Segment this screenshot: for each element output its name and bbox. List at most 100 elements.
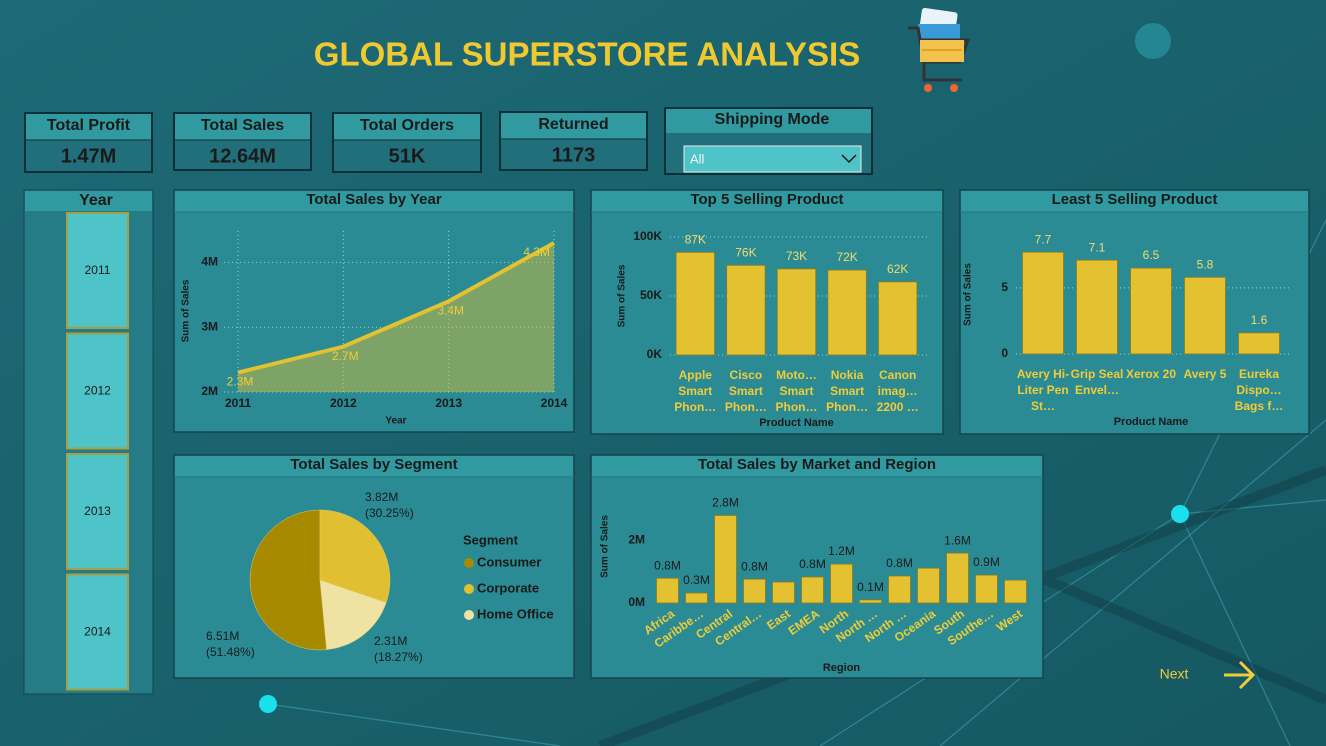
y-axis-label: Sum of Sales bbox=[617, 264, 628, 327]
pie-slice bbox=[249, 509, 327, 651]
x-tick-label: Avery 5 bbox=[1184, 367, 1227, 381]
dropdown-value[interactable]: All bbox=[690, 151, 705, 166]
data-label: 5.8 bbox=[1197, 257, 1214, 271]
y-tick-label: 100K bbox=[633, 229, 662, 243]
legend-label: Consumer bbox=[477, 554, 541, 569]
legend-label: Home Office bbox=[477, 606, 554, 621]
y-tick-label: 5 bbox=[1001, 280, 1008, 294]
bar bbox=[888, 575, 911, 604]
next-label[interactable]: Next bbox=[1160, 666, 1189, 682]
data-label: 72K bbox=[836, 250, 857, 264]
x-axis-label: Product Name bbox=[1114, 416, 1189, 428]
bar bbox=[830, 563, 853, 604]
y-tick-label: 3M bbox=[201, 319, 218, 333]
line bbox=[237, 241, 555, 375]
data-label: 62K bbox=[887, 262, 908, 276]
kpi-label: Total Sales bbox=[201, 117, 284, 134]
year-header bbox=[25, 191, 152, 211]
x-tick-label: 2012 bbox=[330, 396, 357, 410]
chart-title: Total Sales by Market and Region bbox=[698, 456, 936, 473]
data-label: 1.6M bbox=[944, 533, 971, 547]
year-button[interactable] bbox=[66, 332, 129, 450]
x-tick-label: 2013 bbox=[435, 396, 462, 410]
year-title: Year bbox=[79, 192, 113, 209]
year-button[interactable] bbox=[66, 573, 129, 691]
x-tick-label: Xerox 20 bbox=[1125, 367, 1177, 381]
x-tick-label: Canon imag… 2200 … bbox=[876, 368, 919, 414]
panel-header bbox=[175, 191, 573, 212]
bar bbox=[726, 264, 766, 356]
x-tick-label: Grip Seal Envel… bbox=[1070, 367, 1124, 397]
bar bbox=[801, 576, 824, 604]
data-label: 0.9M bbox=[973, 555, 1000, 569]
decor-dot bbox=[1171, 505, 1189, 523]
data-label: 1.2M bbox=[828, 544, 855, 558]
bar bbox=[1076, 259, 1118, 355]
x-tick-label: Moto… Smart Phon… bbox=[775, 368, 818, 414]
data-label: 2.31M bbox=[374, 634, 407, 648]
y-tick-label: 4M bbox=[201, 255, 218, 269]
dropdown[interactable] bbox=[683, 145, 862, 173]
bar bbox=[772, 581, 795, 604]
pie-slice bbox=[319, 579, 387, 650]
bar bbox=[1004, 579, 1027, 604]
x-tick-label: Moto… Smart Phon… bbox=[775, 368, 818, 414]
x-tick-label: Nokia Smart Phon… bbox=[826, 368, 869, 414]
x-axis-label: Year bbox=[385, 416, 406, 427]
dropdown-chevron[interactable] bbox=[841, 154, 857, 164]
data-label: 0.1M bbox=[857, 580, 884, 594]
data-label: 76K bbox=[735, 245, 756, 259]
year-button-label[interactable]: 2013 bbox=[84, 504, 111, 518]
data-label: 3.82M bbox=[365, 490, 398, 504]
kpi-label: Total Orders bbox=[360, 117, 454, 134]
data-label: 0.8M bbox=[886, 556, 913, 570]
kpi-value: 51K bbox=[389, 145, 426, 167]
kpi-header bbox=[26, 114, 151, 140]
bar bbox=[1238, 332, 1280, 355]
year-button-label[interactable]: 2014 bbox=[84, 625, 111, 639]
chart-title: Total Sales by Segment bbox=[290, 456, 457, 473]
panel-header bbox=[592, 191, 942, 212]
legend-swatch bbox=[464, 558, 474, 568]
bar bbox=[1184, 276, 1226, 355]
cart-icon bbox=[908, 8, 971, 92]
chart-title: Least 5 Selling Product bbox=[1052, 191, 1218, 208]
data-label: 0.8M bbox=[654, 558, 681, 572]
pie-slice bbox=[319, 509, 391, 603]
kpi-header bbox=[501, 113, 646, 139]
data-label: 0.8M bbox=[799, 557, 826, 571]
bar bbox=[675, 251, 715, 356]
bar bbox=[1130, 267, 1172, 355]
x-tick-label: 2014 bbox=[541, 396, 568, 410]
x-axis-label: Product Name bbox=[759, 417, 834, 429]
bar bbox=[656, 577, 679, 604]
x-axis-label: Region bbox=[823, 662, 861, 674]
panel-header bbox=[592, 456, 1042, 477]
bar bbox=[975, 574, 998, 604]
x-tick-label: Apple Smart Phon… bbox=[674, 368, 716, 414]
x-tick-label: Canon imag… 2200 … bbox=[876, 368, 919, 414]
legend-swatch bbox=[464, 584, 474, 594]
y-tick-label: 2M bbox=[201, 384, 218, 398]
year-button-label[interactable]: 2012 bbox=[84, 384, 111, 398]
x-tick-label: Avery Hi-Liter Pen St… bbox=[1017, 367, 1069, 413]
decor-dot bbox=[1135, 23, 1171, 59]
slicer-label: Shipping Mode bbox=[715, 111, 830, 128]
chart-title: Total Sales by Year bbox=[306, 191, 442, 208]
year-button[interactable] bbox=[66, 212, 129, 329]
x-tick-label: Cisco Smart Phon… bbox=[725, 368, 767, 414]
bar bbox=[1022, 251, 1064, 355]
kpi-label: Total Profit bbox=[47, 117, 131, 134]
bar bbox=[946, 552, 969, 604]
next-arrow[interactable] bbox=[1224, 660, 1256, 690]
y-tick-label: 0 bbox=[1001, 346, 1008, 360]
data-label: 6.5 bbox=[1143, 248, 1160, 262]
panel bbox=[590, 454, 1044, 679]
kpi-label: Returned bbox=[538, 116, 608, 133]
year-button[interactable] bbox=[66, 453, 129, 570]
bar bbox=[878, 281, 918, 356]
data-label: 7.1 bbox=[1089, 240, 1106, 254]
year-button-label[interactable]: 2011 bbox=[85, 263, 111, 277]
kpi-header bbox=[334, 114, 480, 140]
